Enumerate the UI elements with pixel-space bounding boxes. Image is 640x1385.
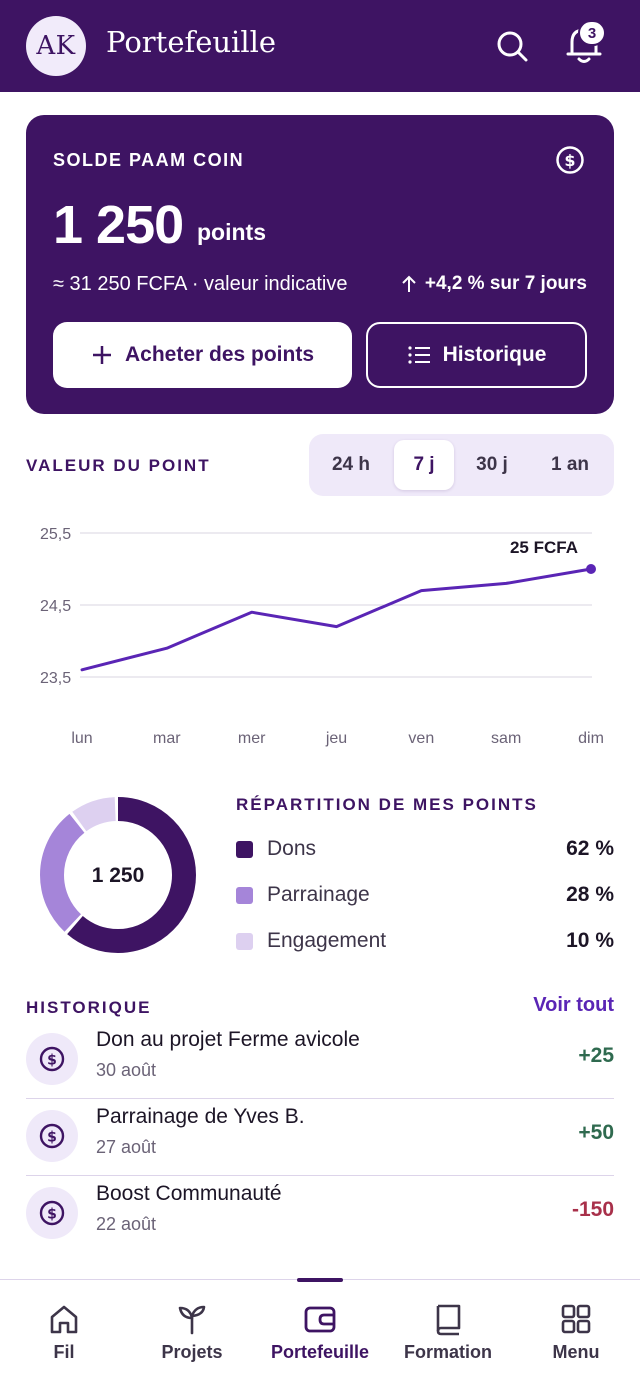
history-button[interactable]: Historique [366,322,587,388]
history-row-amount: +25 [578,1044,614,1067]
svg-text:$: $ [47,1207,57,1223]
period-24h[interactable]: 24 h [331,454,371,475]
legend-label: Parrainage [267,883,370,906]
balance-label: SOLDE PAAM COIN [53,150,245,170]
x-tick-label: sam [491,730,521,747]
legend-item-parrainage: Parrainage 28 % [236,880,614,910]
history-row-amount: +50 [578,1121,614,1144]
nav-item-menu[interactable]: Menu [512,1302,640,1372]
legend-label: Engagement [267,929,387,952]
point-value-title: VALEUR DU POINT [26,456,211,475]
last-point-marker [586,564,596,574]
x-tick-label: lun [71,730,92,747]
coin-icon: $ [556,146,584,174]
svg-text:$: $ [564,151,575,170]
legend-swatch [236,840,253,858]
period-30d[interactable]: 30 j [476,454,508,475]
distribution-title: RÉPARTITION DE MES POINTS [236,795,538,814]
nav-item-formation[interactable]: Formation [384,1302,512,1372]
wallet-icon [304,1306,336,1333]
legend-label: Dons [267,837,317,860]
distribution-donut: 1 250 [40,797,196,953]
last-value-label: 25 FCFA [510,538,578,557]
history-row-title: Boost Communauté [96,1182,282,1205]
search-icon[interactable] [494,28,530,64]
history-row[interactable]: $ Don au projet Ferme avicole 30 août +2… [26,1022,614,1099]
balance-unit: points [197,219,266,245]
nav-label: Formation [404,1342,492,1362]
nav-item-fil[interactable]: Fil [0,1302,128,1372]
buy-points-label: Acheter des points [124,343,315,366]
history-row-date: 22 août [96,1214,157,1234]
legend-percent: 10 % [566,929,614,952]
x-tick-label: ven [408,730,434,747]
x-tick-label: jeu [325,730,347,747]
y-tick-label: 25,5 [40,526,71,543]
nav-label: Projets [161,1342,223,1362]
history-row-amount: -150 [571,1198,614,1221]
page-title: Portefeuille [106,25,277,59]
history-row-date: 30 août [96,1060,157,1080]
buy-points-button[interactable]: Acheter des points [53,322,352,388]
nav-item-portefeuille[interactable]: Portefeuille [256,1302,384,1372]
coin-icon: $ [26,1187,78,1239]
history-button-label: Historique [442,343,547,366]
avatar[interactable]: AK [26,16,86,76]
svg-text:$: $ [47,1130,57,1146]
history-row[interactable]: $ Parrainage de Yves B. 27 août +50 [26,1099,614,1176]
trend-indicator: +4,2 % sur 7 jours [401,273,587,295]
period-7d[interactable]: 7 j [394,440,454,490]
legend-percent: 28 % [566,883,614,906]
notification-badge: 3 [578,20,606,46]
legend-item-dons: Dons 62 % [236,834,614,864]
period-1y[interactable]: 1 an [550,454,590,475]
series-line [80,567,593,672]
legend-percent: 62 % [566,837,614,860]
x-tick-label: mar [153,730,181,747]
history-row-date: 27 août [96,1137,157,1157]
nav-label: Portefeuille [270,1342,370,1362]
bottom-nav: Fil Projets Portefeuille Formation Menu [0,1278,640,1385]
svg-text:$: $ [47,1053,57,1069]
history-row-title: Parrainage de Yves B. [96,1105,305,1128]
y-tick-label: 23,5 [40,670,71,687]
home-icon [50,1305,78,1334]
balance-card: SOLDE PAAM COIN $ 1 250 points ≈ 31 250 … [26,115,614,414]
grid-icon [561,1304,591,1334]
coin-icon: $ [26,1110,78,1162]
app-header: AK Portefeuille 3 [0,0,640,92]
history-title: HISTORIQUE [26,998,152,1017]
nav-item-projets[interactable]: Projets [128,1302,256,1372]
arrow-up-icon [402,275,416,292]
x-tick-label: dim [578,730,604,747]
period-selector: 24 h 7 j 30 j 1 an [309,434,614,496]
see-all-link[interactable]: Voir tout [533,994,614,1016]
donut-slice [40,797,196,953]
legend-item-engagement: Engagement 10 % [236,926,614,956]
coin-icon: $ [26,1033,78,1085]
legend-swatch [236,886,253,904]
divider [26,1175,614,1176]
history-row-title: Don au projet Ferme avicole [96,1028,360,1051]
x-tick-label: mer [238,730,266,747]
list-icon [407,346,430,364]
legend-swatch [236,932,253,950]
nav-label: Fil [53,1342,75,1362]
donut-center-label: 1 250 [92,864,145,887]
sprout-icon [178,1305,206,1335]
donut-slice [40,797,196,953]
divider [26,1098,614,1099]
plus-icon [92,346,111,364]
trend-text: +4,2 % sur 7 jours [424,273,587,294]
nav-label: Menu [552,1342,600,1362]
balance-amount: 1 250 [53,195,184,255]
book-icon [436,1304,461,1336]
history-row[interactable]: $ Boost Communauté 22 août -150 [26,1176,614,1253]
point-value-chart: 25,5 24,5 23,5 lun mar mer jeu ven sam dim 25 FCFA [40,526,604,747]
nav-active-indicator [297,1278,343,1282]
fcfa-value: ≈ 31 250 FCFA · valeur indicative [53,273,348,295]
y-tick-label: 24,5 [40,598,71,615]
